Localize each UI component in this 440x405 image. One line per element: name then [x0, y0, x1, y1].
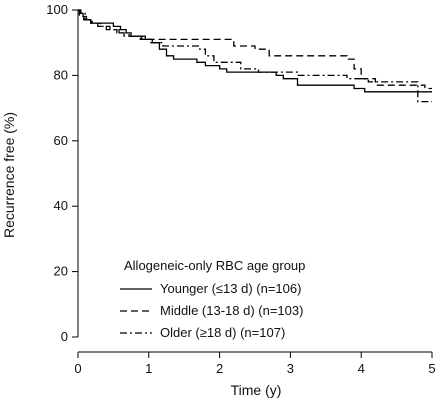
legend-label: Middle (13-18 d) (n=103): [160, 303, 303, 318]
x-axis-title: Time (y): [231, 382, 282, 398]
legend-entry: Younger (≤13 d) (n=106): [120, 281, 301, 296]
y-tick-label: 100: [46, 2, 68, 17]
legend-label: Older (≥18 d) (n=107): [160, 325, 285, 340]
y-axis-title: Recurrence free (%): [1, 112, 17, 238]
y-tick-label: 60: [54, 133, 68, 148]
series-line-younger: [78, 9, 432, 93]
x-tick-label: 0: [74, 361, 81, 376]
y-tick-label: 20: [54, 264, 68, 279]
x-tick-label: 5: [428, 361, 435, 376]
x-tick-label: 2: [216, 361, 223, 376]
x-tick-label: 4: [358, 361, 365, 376]
axes: 0 20 40 60 80 100 0 1 2 3 4 5: [46, 2, 435, 376]
x-ticks: 0 1 2 3 4 5: [74, 352, 436, 376]
x-tick-label: 1: [145, 361, 152, 376]
series-line-middle: [78, 9, 432, 90]
legend-entry: Older (≥18 d) (n=107): [120, 325, 285, 340]
legend-title: Allogeneic-only RBC age group: [124, 258, 305, 273]
x-tick-label: 3: [287, 361, 294, 376]
y-tick-label: 80: [54, 67, 68, 82]
series-layer: [78, 9, 432, 103]
y-ticks: 0 20 40 60 80 100: [46, 2, 78, 344]
y-tick-label: 0: [61, 329, 68, 344]
series-line-older: [78, 9, 432, 103]
y-tick-label: 40: [54, 198, 68, 213]
legend-label: Younger (≤13 d) (n=106): [160, 281, 301, 296]
legend-entry: Middle (13-18 d) (n=103): [120, 303, 303, 318]
legend: Allogeneic-only RBC age group Younger (≤…: [120, 258, 305, 340]
